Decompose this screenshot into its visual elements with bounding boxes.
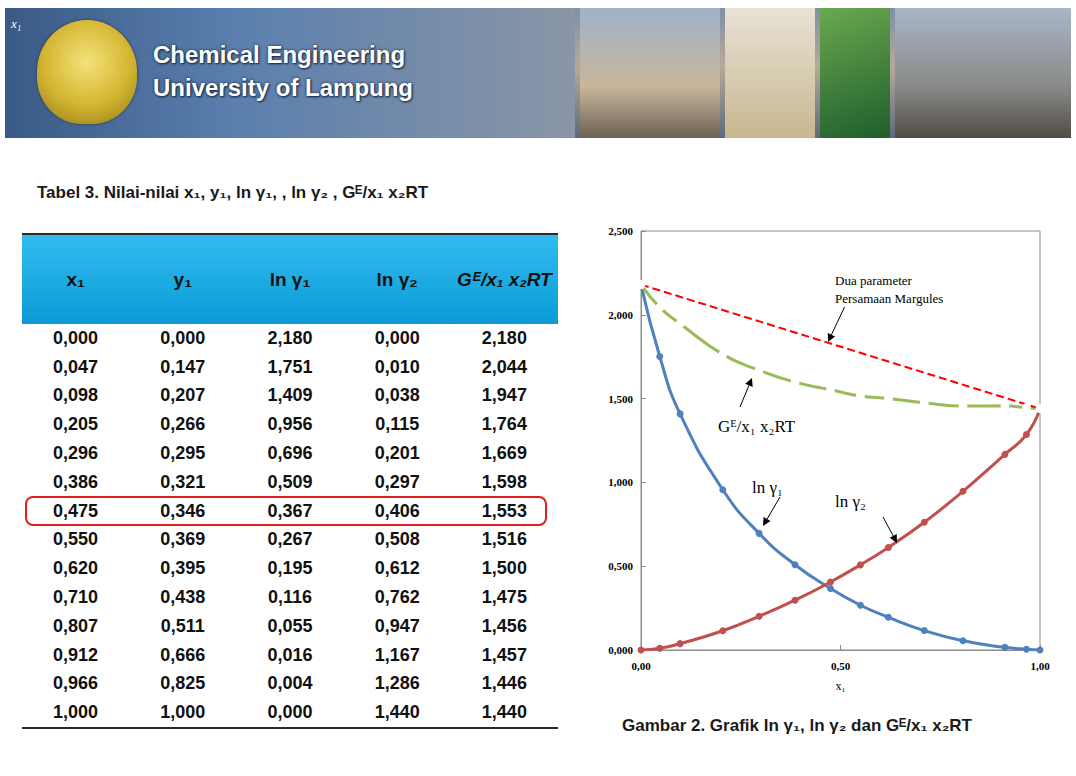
html-text:ln γ₂: ln γ₂ — [376, 268, 418, 290]
html-text:1,000: 1,000 — [160, 702, 206, 723]
html-text:0,000: 0,000 — [53, 327, 99, 348]
html-text:x₁: x₁ — [66, 268, 85, 290]
html-text:0,296: 0,296 — [53, 443, 99, 464]
html-text:0,710: 0,710 — [53, 587, 99, 608]
html-text:1,440: 1,440 — [481, 702, 527, 723]
html-text:1,598: 1,598 — [481, 471, 527, 492]
html-text:0,004: 0,004 — [267, 673, 313, 694]
html-text:0,201: 0,201 — [374, 443, 420, 464]
html-text:University of Lampung: University of Lampung — [153, 74, 413, 101]
svg-text:Gᴱ/x₁ x₂RT: Gᴱ/x₁ x₂RT — [718, 417, 796, 436]
html-text:1,669: 1,669 — [481, 443, 527, 464]
html-text:0,406: 0,406 — [374, 500, 420, 521]
html-text:0,346: 0,346 — [160, 500, 206, 521]
svg-text:1,000: 1,000 — [608, 476, 633, 488]
svg-text:0,00: 0,00 — [631, 660, 651, 672]
html-text:1,440: 1,440 — [374, 702, 420, 723]
html-text:1,751: 1,751 — [267, 356, 313, 377]
svg-text:Persamaan Margules: Persamaan Margules — [835, 291, 943, 306]
html-text:1,500: 1,500 — [481, 558, 527, 579]
html-text:1,475: 1,475 — [481, 587, 527, 608]
html-text:2,180: 2,180 — [481, 327, 527, 348]
html-text:0,369: 0,369 — [160, 529, 206, 550]
html-text:0,038: 0,038 — [374, 385, 420, 406]
html-text:0,147: 0,147 — [160, 356, 206, 377]
html-text:0,098: 0,098 — [53, 385, 99, 406]
html-text:1,516: 1,516 — [481, 529, 527, 550]
html-text:Gᴱ/x₁ x₂RT: Gᴱ/x₁ x₂RT — [457, 268, 552, 290]
html-text:Chemical Engineering: Chemical Engineering — [153, 41, 406, 68]
html-text:0,010: 0,010 — [374, 356, 420, 377]
html-text:0,966: 0,966 — [53, 673, 99, 694]
html-text:1,457: 1,457 — [481, 644, 527, 665]
html-text:Gambar 2. Grafik ln γ₁, ln γ₂: Gambar 2. Grafik ln γ₁, ln γ₂ dan Gᴱ/x₁ … — [622, 716, 972, 735]
html-text:0,000: 0,000 — [160, 327, 206, 348]
svg-text:0,500: 0,500 — [608, 560, 633, 572]
html-text:0,016: 0,016 — [267, 644, 313, 665]
svg-text:0,50: 0,50 — [831, 660, 851, 672]
svg-text:x₁: x₁ — [835, 679, 845, 693]
html-text:0,825: 0,825 — [160, 673, 206, 694]
svg-text:1,500: 1,500 — [608, 393, 633, 405]
html-text:0,321: 0,321 — [160, 471, 206, 492]
html-text:0,267: 0,267 — [267, 529, 313, 550]
html-text:0,055: 0,055 — [267, 615, 313, 636]
html-text:2,044: 2,044 — [481, 356, 527, 377]
html-text:0,612: 0,612 — [374, 558, 420, 579]
html-text:0,956: 0,956 — [267, 414, 313, 435]
html-text:1,000: 1,000 — [53, 702, 99, 723]
html-text:0,807: 0,807 — [53, 615, 99, 636]
html-text:1,947: 1,947 — [481, 385, 527, 406]
html-text:0,116: 0,116 — [267, 587, 312, 608]
html-text:0,367: 0,367 — [267, 500, 313, 521]
html-text:0,696: 0,696 — [267, 443, 313, 464]
svg-text:1,00: 1,00 — [1030, 660, 1050, 672]
html-text:ln γ₁: ln γ₁ — [269, 268, 311, 290]
html-text:0,762: 0,762 — [374, 587, 420, 608]
html-text:0,620: 0,620 — [53, 558, 99, 579]
html-text:1,167: 1,167 — [374, 644, 420, 665]
html-text:0,266: 0,266 — [160, 414, 206, 435]
html-text:0,207: 0,207 — [160, 385, 206, 406]
html-text:0,386: 0,386 — [53, 471, 99, 492]
html-text:1,553: 1,553 — [481, 500, 527, 521]
html-text:Tabel 3. Nilai-nilai x₁, y₁, l: Tabel 3. Nilai-nilai x₁, y₁, ln γ₁, , ln… — [37, 183, 428, 202]
html-text:0,511: 0,511 — [160, 615, 205, 636]
html-text:0,047: 0,047 — [53, 356, 99, 377]
svg-text:2,500: 2,500 — [608, 225, 633, 237]
html-text:2,180: 2,180 — [267, 327, 313, 348]
html-text:1,446: 1,446 — [481, 673, 527, 694]
html-text:0,508: 0,508 — [374, 529, 420, 550]
html-text:x₁: x₁ — [11, 16, 22, 31]
html-text:0,295: 0,295 — [160, 443, 206, 464]
html-text:0,115: 0,115 — [375, 414, 420, 435]
html-text:0,912: 0,912 — [53, 644, 99, 665]
html-text:0,666: 0,666 — [160, 644, 206, 665]
html-text:1,456: 1,456 — [481, 615, 527, 636]
html-text:0,550: 0,550 — [53, 529, 99, 550]
svg-text:ln γ₂: ln γ₂ — [835, 492, 866, 511]
html-text:0,438: 0,438 — [160, 587, 206, 608]
html-text:1,409: 1,409 — [267, 385, 313, 406]
html-text:0,000: 0,000 — [267, 702, 313, 723]
html-text:0,205: 0,205 — [53, 414, 99, 435]
svg-text:ln γ₁: ln γ₁ — [752, 478, 783, 497]
html-text:0,475: 0,475 — [53, 500, 99, 521]
html-text:0,395: 0,395 — [160, 558, 206, 579]
svg-text:Dua parameter: Dua parameter — [835, 273, 913, 288]
svg-text:0,000: 0,000 — [608, 644, 633, 656]
html-text:0,297: 0,297 — [374, 471, 420, 492]
html-text:0,195: 0,195 — [267, 558, 313, 579]
html-text:y₁: y₁ — [173, 268, 192, 290]
html-text:1,764: 1,764 — [481, 414, 527, 435]
html-text:0,947: 0,947 — [374, 615, 420, 636]
html-text:0,000: 0,000 — [374, 327, 420, 348]
svg-text:2,000: 2,000 — [608, 309, 633, 321]
html-text:1,286: 1,286 — [374, 673, 420, 694]
html-text:0,509: 0,509 — [267, 471, 313, 492]
